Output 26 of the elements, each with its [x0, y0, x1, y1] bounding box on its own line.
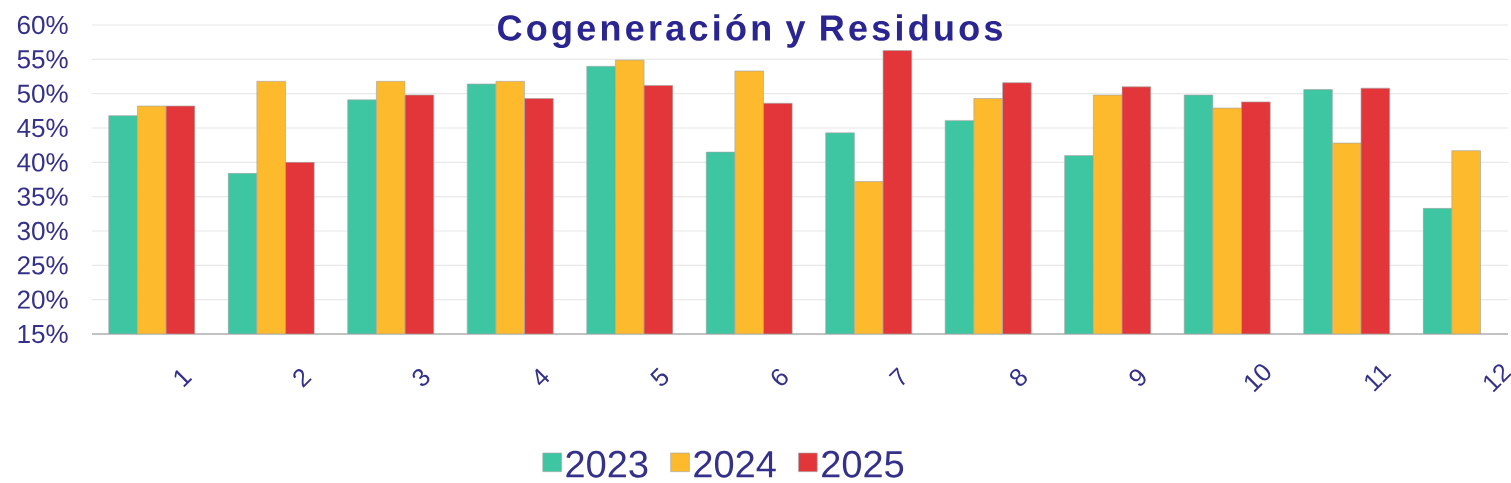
- y-tick-label: 30%: [17, 221, 68, 241]
- x-tick-label: 1: [174, 370, 193, 388]
- y-tick-label: 15%: [18, 324, 68, 344]
- y-tick-label: 40%: [17, 153, 68, 172]
- y-tick-label: 55%: [17, 50, 68, 69]
- x-tick-label: 2: [293, 369, 312, 388]
- x-tick-label: 4: [535, 368, 550, 386]
- legend-label: 2024: [694, 450, 776, 478]
- y-tick-label: 45%: [17, 118, 68, 138]
- legend-label: 2025: [822, 450, 904, 478]
- x-tick-label: 8: [1010, 369, 1027, 386]
- y-tick-label: 25%: [17, 256, 68, 275]
- x-tick-label: 10: [1244, 364, 1271, 393]
- x-tick-label: 11: [1365, 365, 1392, 392]
- x-tick-label: 7: [888, 367, 905, 386]
- x-tick-label: 6: [771, 369, 788, 386]
- y-tick-label: 35%: [17, 187, 68, 206]
- x-tick-label: 5: [650, 367, 669, 386]
- y-tick-label: 20%: [17, 290, 68, 309]
- x-tick-label: 9: [1129, 369, 1146, 386]
- chart-title: Cogeneración y Residuos: [498, 13, 1002, 49]
- x-tick-label: 3: [412, 369, 430, 386]
- y-tick-label: 50%: [17, 84, 68, 103]
- x-tick-label: 12: [1484, 364, 1511, 393]
- y-tick-label: 60%: [17, 15, 68, 35]
- legend-label: 2023: [566, 450, 648, 478]
